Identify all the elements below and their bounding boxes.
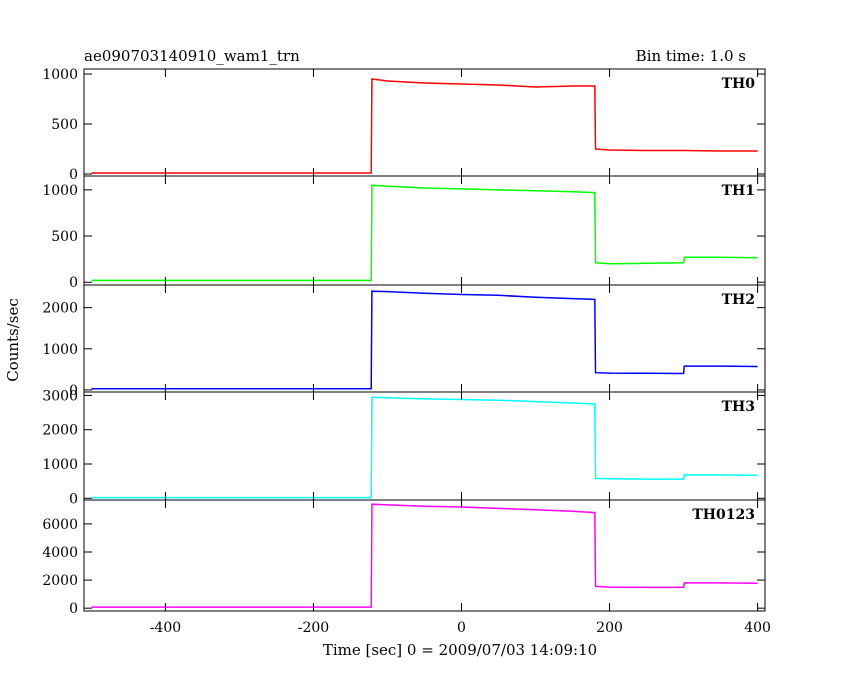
panel-label: TH0123 — [692, 507, 755, 523]
x-tick-label: 0 — [457, 620, 466, 636]
y-tick-label: 0 — [69, 491, 78, 507]
y-tick-label: 1000 — [42, 183, 78, 199]
y-tick-label: 0 — [69, 167, 78, 183]
panel-th0123: 0 2000 4000 6000 TH0123 — [42, 499, 766, 617]
panel-frame — [83, 284, 766, 393]
y-tick-label: 1000 — [42, 457, 78, 473]
panel-th3: 0 1000 2000 3000 TH3 — [42, 388, 766, 507]
y-tick-label: 4000 — [42, 545, 78, 561]
y-tick-label: 3000 — [42, 388, 78, 404]
panel-frame — [83, 499, 766, 612]
y-tick-label: 1000 — [42, 67, 78, 83]
series-line-th0123 — [91, 503, 758, 608]
panel-frame — [83, 175, 766, 286]
x-tick-label: 200 — [596, 620, 623, 636]
y-tick-label: 2000 — [42, 573, 78, 589]
y-tick-label: 0 — [69, 275, 78, 291]
series-line-th3 — [91, 396, 758, 499]
series-line-th0 — [91, 78, 758, 174]
x-tick-label: -200 — [298, 620, 329, 636]
panel-label: TH0 — [722, 76, 756, 92]
y-tick-label: 6000 — [42, 517, 78, 533]
y-tick-label: 500 — [51, 229, 78, 245]
y-tick-label: 0 — [69, 383, 78, 399]
y-axis-label: Counts/sec — [4, 298, 22, 382]
chart-title: ae090703140910_wam1_trn — [84, 47, 300, 65]
panel-th0: 0 500 1000 TH0 — [42, 67, 766, 183]
series-line-th1 — [91, 184, 758, 282]
x-axis-label: Time [sec] 0 = 2009/07/03 14:09:10 — [323, 641, 597, 659]
x-tick-label: -400 — [150, 620, 181, 636]
y-tick-label: 0 — [69, 601, 78, 617]
panel-label: TH1 — [722, 183, 755, 199]
panel-th1: 0 500 1000 TH1 — [42, 175, 766, 291]
x-tick-label: 400 — [744, 620, 771, 636]
y-tick-label: 2000 — [42, 423, 78, 439]
y-tick-label: 2000 — [42, 301, 78, 317]
y-tick-label: 1000 — [42, 342, 78, 358]
panel-th2: 0 1000 2000 TH2 — [42, 284, 766, 399]
panel-frame — [83, 68, 766, 177]
panel-frame — [83, 391, 766, 501]
bin-time-label: Bin time: 1.0 s — [636, 47, 746, 65]
y-tick-label: 500 — [51, 117, 78, 133]
series-line-th2 — [91, 290, 758, 390]
panel-label: TH2 — [722, 292, 755, 308]
panel-label: TH3 — [722, 399, 755, 415]
